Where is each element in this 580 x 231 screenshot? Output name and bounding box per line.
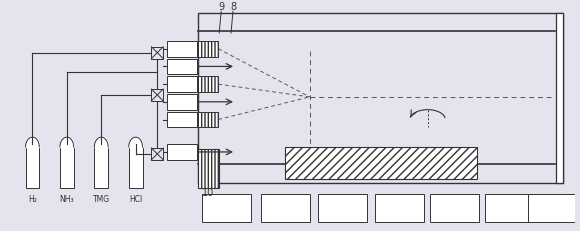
Bar	[151, 148, 163, 160]
Bar	[95, 147, 108, 188]
Bar	[60, 147, 74, 188]
Text: HCl: HCl	[129, 194, 142, 203]
Text: 9: 9	[218, 3, 224, 12]
Bar	[197, 77, 218, 93]
Bar	[375, 194, 424, 222]
Bar	[197, 112, 218, 128]
Bar	[197, 42, 218, 57]
Bar	[430, 194, 478, 222]
Bar	[129, 147, 143, 188]
Text: H₂: H₂	[28, 194, 37, 203]
Bar	[167, 144, 197, 160]
Bar	[556, 14, 563, 184]
Bar	[285, 147, 477, 180]
Bar	[167, 42, 197, 57]
Bar	[26, 147, 39, 188]
Text: TMG: TMG	[93, 194, 110, 203]
Text: 10: 10	[202, 187, 215, 198]
Bar	[167, 77, 197, 93]
Bar	[198, 149, 219, 188]
Bar	[201, 194, 251, 222]
Bar	[167, 94, 197, 110]
Bar	[198, 14, 563, 184]
Bar	[317, 194, 367, 222]
Bar	[151, 90, 163, 101]
Bar	[167, 112, 197, 128]
Bar	[167, 59, 197, 75]
Bar	[260, 194, 310, 222]
Text: NH₃: NH₃	[60, 194, 74, 203]
Bar	[528, 194, 577, 222]
Bar	[485, 194, 534, 222]
Bar	[151, 48, 163, 59]
Text: 8: 8	[230, 3, 236, 12]
